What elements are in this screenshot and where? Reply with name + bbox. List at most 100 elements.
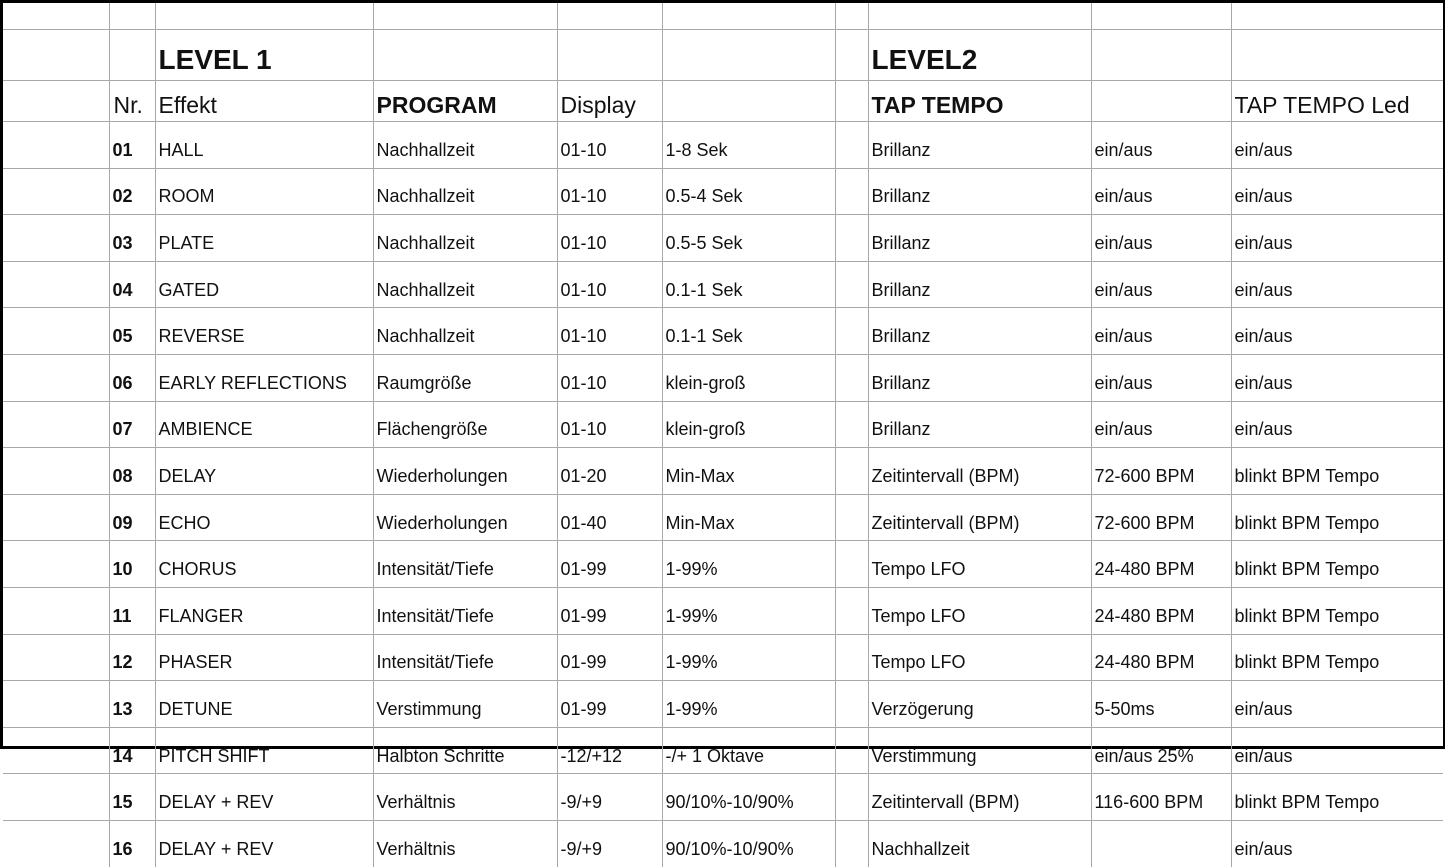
cell-led[interactable]: blinkt BPM Tempo [1230, 773, 1443, 821]
cell[interactable] [556, 3, 663, 30]
cell-nr[interactable]: 08 [108, 447, 156, 495]
cell-program[interactable]: Raumgröße [372, 353, 558, 402]
cell-led[interactable]: blinkt BPM Tempo [1230, 586, 1443, 635]
cell[interactable] [834, 447, 869, 495]
cell-range[interactable]: 0.1-1 Sek [661, 260, 836, 309]
cell-led[interactable]: ein/aus [1230, 167, 1443, 216]
cell-display[interactable]: 01-10 [556, 400, 663, 449]
cell[interactable] [3, 680, 110, 728]
cell-level2-value[interactable]: 5-50ms [1090, 680, 1232, 728]
cell-display[interactable]: 01-99 [556, 540, 663, 588]
cell-program[interactable]: Nachhallzeit [372, 167, 558, 216]
cell-effekt[interactable]: AMBIENCE [154, 400, 374, 449]
header-program[interactable]: PROGRAM [372, 80, 558, 122]
cell-effekt[interactable]: REVERSE [154, 307, 374, 355]
cell[interactable] [108, 29, 156, 81]
cell-nr[interactable]: 04 [108, 260, 156, 309]
cell-led[interactable]: blinkt BPM Tempo [1230, 540, 1443, 588]
cell-range[interactable]: 0.5-4 Sek [661, 167, 836, 216]
cell-level2-param[interactable]: Tempo LFO [867, 540, 1092, 588]
cell[interactable] [834, 167, 869, 216]
cell-nr[interactable]: 02 [108, 167, 156, 216]
cell-effekt[interactable]: CHORUS [154, 540, 374, 588]
cell-display[interactable]: 01-40 [556, 493, 663, 542]
cell-program[interactable]: Flächengröße [372, 400, 558, 449]
cell-nr[interactable]: 06 [108, 353, 156, 402]
cell-nr[interactable]: 11 [108, 586, 156, 635]
cell-nr[interactable]: 07 [108, 400, 156, 449]
cell[interactable] [1230, 3, 1443, 30]
cell[interactable] [1230, 29, 1443, 81]
cell[interactable] [834, 260, 869, 309]
cell[interactable] [834, 214, 869, 262]
cell-nr[interactable]: 15 [108, 773, 156, 821]
cell-led[interactable]: ein/aus [1230, 260, 1443, 309]
cell-led[interactable]: ein/aus [1230, 214, 1443, 262]
cell-level2-param[interactable]: Brillanz [867, 400, 1092, 449]
cell-level2-param[interactable]: Zeitintervall (BPM) [867, 773, 1092, 821]
cell-range[interactable]: klein-groß [661, 353, 836, 402]
cell-nr[interactable]: 05 [108, 307, 156, 355]
cell-level2-value[interactable]: 72-600 BPM [1090, 493, 1232, 542]
cell[interactable] [834, 80, 869, 122]
cell-led[interactable]: ein/aus [1230, 307, 1443, 355]
cell-display[interactable]: 01-99 [556, 586, 663, 635]
cell[interactable] [1090, 3, 1232, 30]
cell-level2-value[interactable]: ein/aus [1090, 214, 1232, 262]
cell-program[interactable]: Verhältnis [372, 773, 558, 821]
cell[interactable] [372, 3, 558, 30]
cell-nr[interactable]: 09 [108, 493, 156, 542]
cell-display[interactable]: 01-20 [556, 447, 663, 495]
cell-effekt[interactable]: DELAY + REV [154, 819, 374, 867]
cell-range[interactable]: klein-groß [661, 400, 836, 449]
cell[interactable] [834, 307, 869, 355]
cell[interactable] [3, 80, 110, 122]
cell[interactable] [834, 586, 869, 635]
cell-effekt[interactable]: PLATE [154, 214, 374, 262]
cell-range[interactable]: 90/10%-10/90% [661, 773, 836, 821]
level1-title[interactable]: LEVEL 1 [154, 29, 374, 81]
cell[interactable] [834, 819, 869, 867]
cell-level2-value[interactable]: 24-480 BPM [1090, 586, 1232, 635]
cell-led[interactable]: ein/aus [1230, 680, 1443, 728]
cell-display[interactable]: 01-99 [556, 680, 663, 728]
cell-level2-value[interactable]: 24-480 BPM [1090, 540, 1232, 588]
cell-nr[interactable]: 01 [108, 121, 156, 169]
cell-nr[interactable]: 03 [108, 214, 156, 262]
cell-effekt[interactable]: FLANGER [154, 586, 374, 635]
cell-led[interactable]: ein/aus [1230, 121, 1443, 169]
cell[interactable] [1090, 29, 1232, 81]
cell-nr[interactable]: 14 [108, 726, 156, 775]
cell-level2-value[interactable]: 72-600 BPM [1090, 447, 1232, 495]
cell[interactable] [834, 3, 869, 30]
cell[interactable] [867, 3, 1092, 30]
cell-effekt[interactable]: DELAY [154, 447, 374, 495]
cell[interactable] [556, 29, 663, 81]
cell-program[interactable]: Verstimmung [372, 680, 558, 728]
cell[interactable] [372, 29, 558, 81]
cell[interactable] [834, 726, 869, 775]
cell-led[interactable]: ein/aus [1230, 819, 1443, 867]
cell-range[interactable]: 1-99% [661, 586, 836, 635]
cell-led[interactable]: ein/aus [1230, 400, 1443, 449]
cell-level2-value[interactable]: ein/aus [1090, 260, 1232, 309]
cell-level2-value[interactable]: ein/aus [1090, 121, 1232, 169]
cell[interactable] [834, 680, 869, 728]
cell-level2-value[interactable]: 24-480 BPM [1090, 633, 1232, 682]
cell-program[interactable]: Intensität/Tiefe [372, 633, 558, 682]
cell-range[interactable]: 0.5-5 Sek [661, 214, 836, 262]
cell-effekt[interactable]: DETUNE [154, 680, 374, 728]
cell[interactable] [3, 447, 110, 495]
cell[interactable] [3, 260, 110, 309]
cell[interactable] [3, 214, 110, 262]
cell-level2-param[interactable]: Nachhallzeit [867, 819, 1092, 867]
cell[interactable] [3, 29, 110, 81]
cell-program[interactable]: Nachhallzeit [372, 260, 558, 309]
cell[interactable] [3, 307, 110, 355]
cell-program[interactable]: Wiederholungen [372, 493, 558, 542]
cell-effekt[interactable]: PITCH SHIFT [154, 726, 374, 775]
cell-level2-value[interactable]: ein/aus 25% [1090, 726, 1232, 775]
cell-display[interactable]: 01-10 [556, 167, 663, 216]
cell-program[interactable]: Nachhallzeit [372, 307, 558, 355]
cell[interactable] [3, 773, 110, 821]
